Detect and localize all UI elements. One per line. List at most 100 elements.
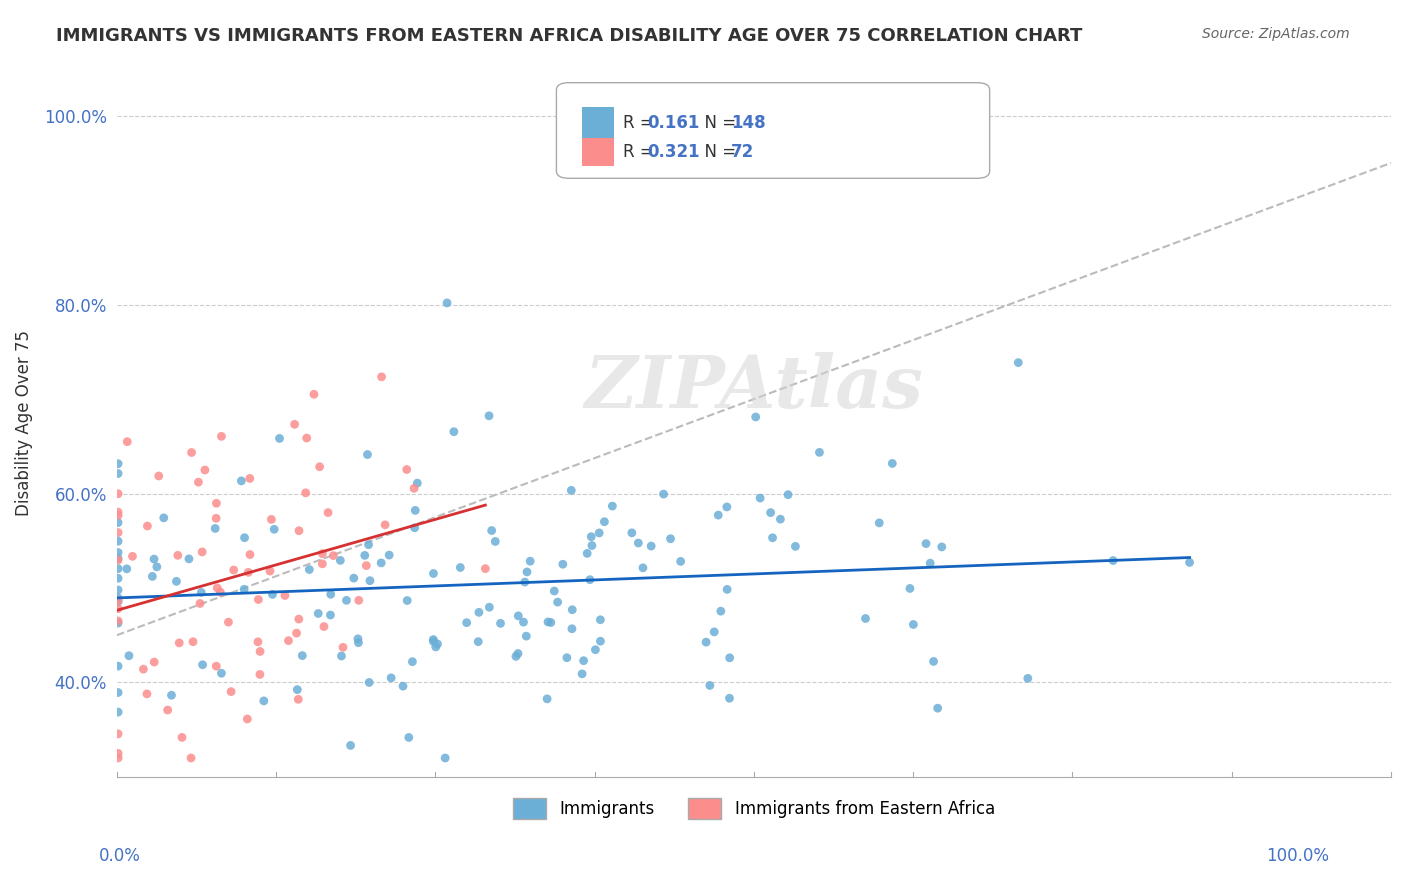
Text: 148: 148: [731, 114, 766, 132]
Point: [170, 731, 193, 745]
Point: [148, 469, 170, 483]
Point: [555, 650, 578, 665]
Point: [640, 539, 662, 553]
Point: [233, 531, 256, 545]
Point: [107, 582, 129, 597]
Point: [769, 512, 792, 526]
Point: [378, 548, 401, 562]
Point: [107, 747, 129, 761]
Point: [177, 552, 200, 566]
Point: [263, 522, 285, 536]
Point: [347, 593, 370, 607]
Point: [319, 607, 342, 622]
Point: [259, 564, 281, 578]
Point: [398, 731, 420, 745]
Point: [359, 574, 381, 588]
Text: R =: R =: [623, 114, 658, 132]
Point: [284, 417, 307, 432]
Point: [716, 500, 738, 514]
Point: [456, 615, 478, 630]
Point: [778, 488, 800, 502]
Point: [167, 636, 190, 650]
Point: [537, 615, 560, 629]
Point: [404, 521, 426, 535]
Point: [406, 476, 429, 491]
Point: [107, 594, 129, 608]
Point: [285, 682, 308, 697]
Point: [269, 432, 291, 446]
Point: [468, 606, 491, 620]
Point: [187, 475, 209, 490]
Point: [107, 467, 129, 481]
Point: [402, 482, 425, 496]
Point: [107, 487, 129, 501]
Point: [927, 701, 949, 715]
Point: [294, 486, 316, 500]
Point: [347, 632, 370, 646]
Point: [707, 508, 730, 522]
Point: [115, 562, 138, 576]
Point: [903, 617, 925, 632]
Point: [298, 562, 321, 576]
Point: [115, 434, 138, 449]
Point: [107, 751, 129, 765]
Point: [374, 517, 396, 532]
Point: [583, 642, 606, 657]
Point: [246, 635, 269, 649]
Point: [191, 545, 214, 559]
Point: [107, 545, 129, 559]
Point: [543, 584, 565, 599]
Point: [370, 556, 392, 570]
Point: [699, 678, 721, 692]
Point: [396, 593, 419, 607]
Point: [425, 640, 447, 654]
Point: [319, 587, 342, 601]
Point: [308, 459, 330, 474]
Point: [231, 474, 253, 488]
Point: [205, 496, 228, 510]
Point: [307, 607, 329, 621]
Point: [107, 525, 129, 540]
Text: 72: 72: [731, 143, 754, 161]
Point: [136, 519, 159, 533]
Point: [506, 647, 529, 661]
Point: [669, 554, 692, 568]
Point: [217, 615, 239, 629]
Point: [107, 615, 129, 630]
Point: [392, 679, 415, 693]
Point: [422, 632, 444, 647]
Point: [238, 566, 260, 580]
Point: [160, 688, 183, 702]
Point: [165, 574, 187, 589]
Text: IMMIGRANTS VS IMMIGRANTS FROM EASTERN AFRICA DISABILITY AGE OVER 75 CORRELATION : IMMIGRANTS VS IMMIGRANTS FROM EASTERN AF…: [56, 27, 1083, 45]
Point: [107, 457, 129, 471]
Point: [602, 499, 624, 513]
Point: [322, 549, 344, 563]
Point: [311, 557, 333, 571]
Point: [249, 644, 271, 658]
Point: [152, 511, 174, 525]
FancyBboxPatch shape: [557, 83, 990, 178]
Point: [561, 622, 583, 636]
Point: [316, 506, 339, 520]
Point: [716, 582, 738, 597]
Point: [287, 692, 309, 706]
Text: N =: N =: [695, 114, 741, 132]
Point: [627, 536, 650, 550]
Point: [855, 611, 877, 625]
Point: [1178, 556, 1201, 570]
Point: [143, 552, 166, 566]
Text: ZIPAtlas: ZIPAtlas: [585, 351, 924, 423]
Point: [882, 457, 904, 471]
Point: [249, 667, 271, 681]
Point: [222, 563, 245, 577]
Point: [107, 727, 129, 741]
Point: [588, 525, 610, 540]
Text: R =: R =: [623, 143, 658, 161]
Point: [191, 657, 214, 672]
Point: [107, 505, 129, 519]
Point: [703, 624, 725, 639]
Point: [380, 671, 402, 685]
Point: [118, 648, 141, 663]
Point: [718, 650, 741, 665]
